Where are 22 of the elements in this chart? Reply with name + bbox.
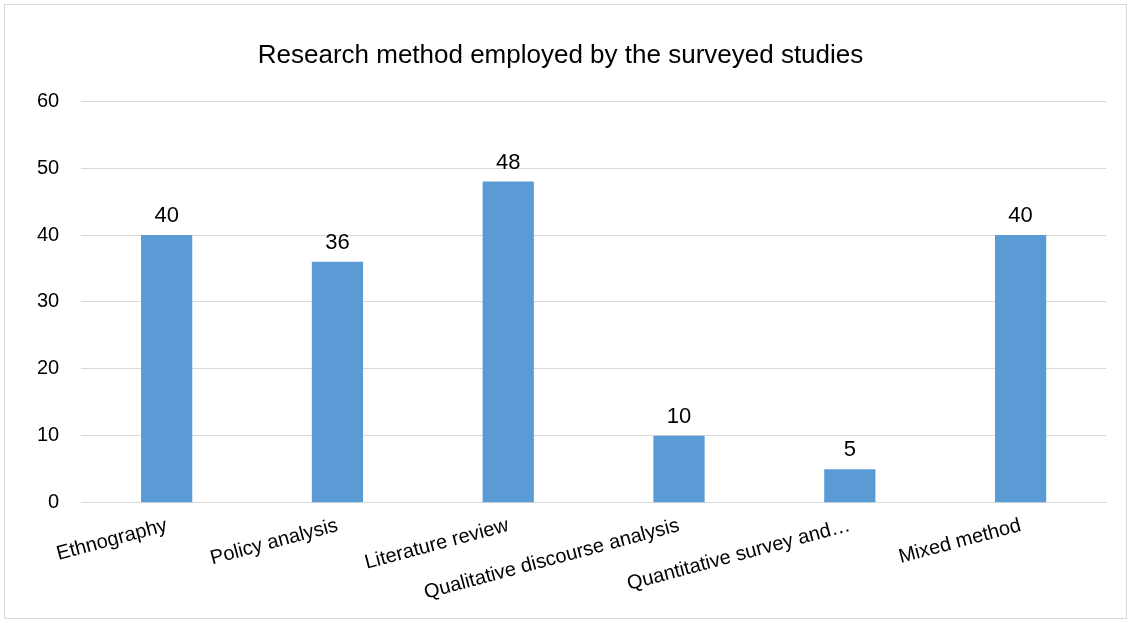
data-label: 10 [666, 402, 692, 428]
y-tick-label: 50 [37, 155, 60, 178]
y-tick-label: 40 [37, 222, 60, 245]
y-tick-label: 30 [37, 289, 60, 312]
data-label: 36 [325, 228, 350, 254]
y-tick-label: 20 [37, 356, 60, 379]
x-tick-label: Mixed method [896, 513, 1024, 567]
bar [994, 235, 1047, 503]
data-label: 5 [843, 436, 856, 462]
x-tick-label: Policy analysis [207, 513, 340, 569]
bar [653, 435, 705, 503]
bar [824, 469, 876, 503]
bar [482, 181, 534, 503]
y-tick-label: 60 [37, 88, 60, 111]
chart-title: Research method employed by the surveyed studies [257, 38, 864, 69]
data-label: 40 [154, 202, 179, 228]
y-tick-label: 0 [48, 490, 60, 513]
y-tick-label: 10 [37, 423, 60, 446]
data-label: 40 [1008, 202, 1033, 228]
data-label: 48 [495, 148, 521, 174]
bar [311, 261, 364, 503]
bar [141, 235, 193, 503]
